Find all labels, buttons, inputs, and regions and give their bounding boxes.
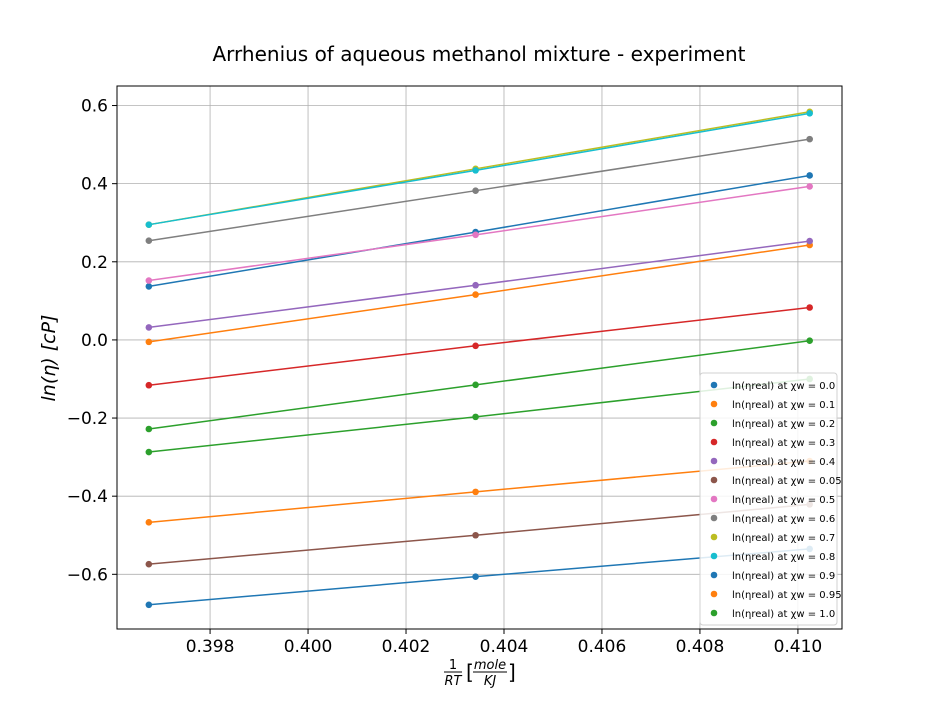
data-point [145,283,153,290]
legend-box [699,372,838,626]
y-tick-label: −0.6 [67,565,108,585]
legend-label: ln(ηreal) at χw = 0.4 [732,457,835,468]
legend-label: ln(ηreal) at χw = 1.0 [732,609,835,620]
x-axis-label-open-bracket: [ [466,660,474,684]
y-tick-label: −0.2 [67,409,108,429]
data-point [145,381,153,389]
legend-label: ln(ηreal) at χw = 0.5 [732,495,835,506]
x-tick-label: 0.408 [676,637,725,657]
data-point [145,277,153,284]
legend-marker [710,400,718,408]
legend-marker [710,552,718,560]
x-tick-label: 0.406 [578,637,627,657]
legend-label: ln(ηreal) at χw = 0.95 [732,590,842,601]
legend-marker [710,533,718,541]
x-axis-label-unit-numerator: mole [474,658,506,673]
data-point [472,488,479,496]
data-point [145,601,153,609]
y-tick-label: −0.4 [67,487,108,507]
legend-marker [710,590,718,598]
x-axis-label-unit-denominator: KJ [484,674,497,689]
series-7 [145,135,813,244]
data-point [472,291,479,298]
data-point [145,448,153,456]
legend-marker [710,609,718,617]
series-1 [145,241,813,346]
legend-marker [710,381,718,389]
x-tick-label: 0.404 [480,637,529,657]
series-2 [145,337,813,433]
x-tick-label: 0.410 [774,637,823,657]
series-layer [145,108,813,609]
data-point [472,231,479,239]
legend-marker [710,514,718,522]
x-axis: 0.398 0.400 0.402 0.404 0.406 0.408 0.410 [186,629,823,657]
series-3 [145,304,813,389]
data-point [806,135,813,143]
y-tick-label: 0.4 [81,175,108,195]
x-tick-label: 0.398 [186,637,235,657]
data-point [472,342,479,350]
data-point [145,425,153,433]
data-point [472,531,479,539]
x-axis-label-numerator: 1 [449,658,457,673]
legend-label: ln(ηreal) at χw = 0.6 [732,514,835,525]
data-point [806,110,813,117]
legend-marker [710,419,718,427]
legend-label: ln(ηreal) at χw = 0.05 [732,476,842,487]
data-point [472,381,479,389]
legend-marker [710,571,718,579]
series-4 [145,237,813,331]
legend-label: ln(ηreal) at χw = 0.2 [732,419,835,430]
data-point [806,304,813,311]
plot-frame [116,85,843,630]
legend-label: ln(ηreal) at χw = 0.0 [732,381,835,392]
y-tick-label: 0.2 [81,253,108,273]
data-point [806,183,813,190]
legend-label: ln(ηreal) at χw = 0.1 [732,400,835,411]
legend-label: ln(ηreal) at χw = 0.8 [732,552,835,563]
x-tick-label: 0.402 [382,637,431,657]
legend-marker [710,438,718,446]
data-point [472,413,479,421]
data-point [472,187,479,194]
x-axis-label: 1 RT [ mole KJ ] [444,658,516,689]
x-axis-label-close-bracket: ] [508,660,516,684]
x-tick-label: 0.400 [284,637,333,657]
data-point [145,519,153,526]
data-point [472,573,479,580]
data-point [806,237,813,245]
legend-label: ln(ηreal) at χw = 0.3 [732,438,835,449]
series-6 [145,183,813,284]
y-axis: −0.6 −0.4 −0.2 0.0 0.2 0.4 0.6 [67,97,117,585]
y-tick-label: 0.6 [81,97,108,117]
data-point [145,221,153,228]
data-point [806,172,813,179]
y-axis-label: ln(η) [cP] [38,315,60,402]
data-point [145,560,153,568]
legend: ln(ηreal) at χw = 0.0 ln(ηreal) at χw = 0… [699,372,842,626]
series-9 [145,110,813,228]
chart-title: Arrhenius of aqueous methanol mixture - … [212,42,745,66]
data-point [472,167,479,174]
data-point [145,237,153,244]
data-point [806,337,813,345]
legend-label: ln(ηreal) at χw = 0.7 [732,533,835,544]
x-axis-label-denominator: RT [445,674,463,689]
y-tick-label: 0.0 [81,331,108,351]
legend-marker [710,495,718,503]
data-point [472,281,479,289]
legend-marker [710,476,718,484]
data-point [145,338,153,346]
data-point [145,324,153,331]
legend-label: ln(ηreal) at χw = 0.9 [732,571,835,582]
legend-marker [710,457,718,465]
